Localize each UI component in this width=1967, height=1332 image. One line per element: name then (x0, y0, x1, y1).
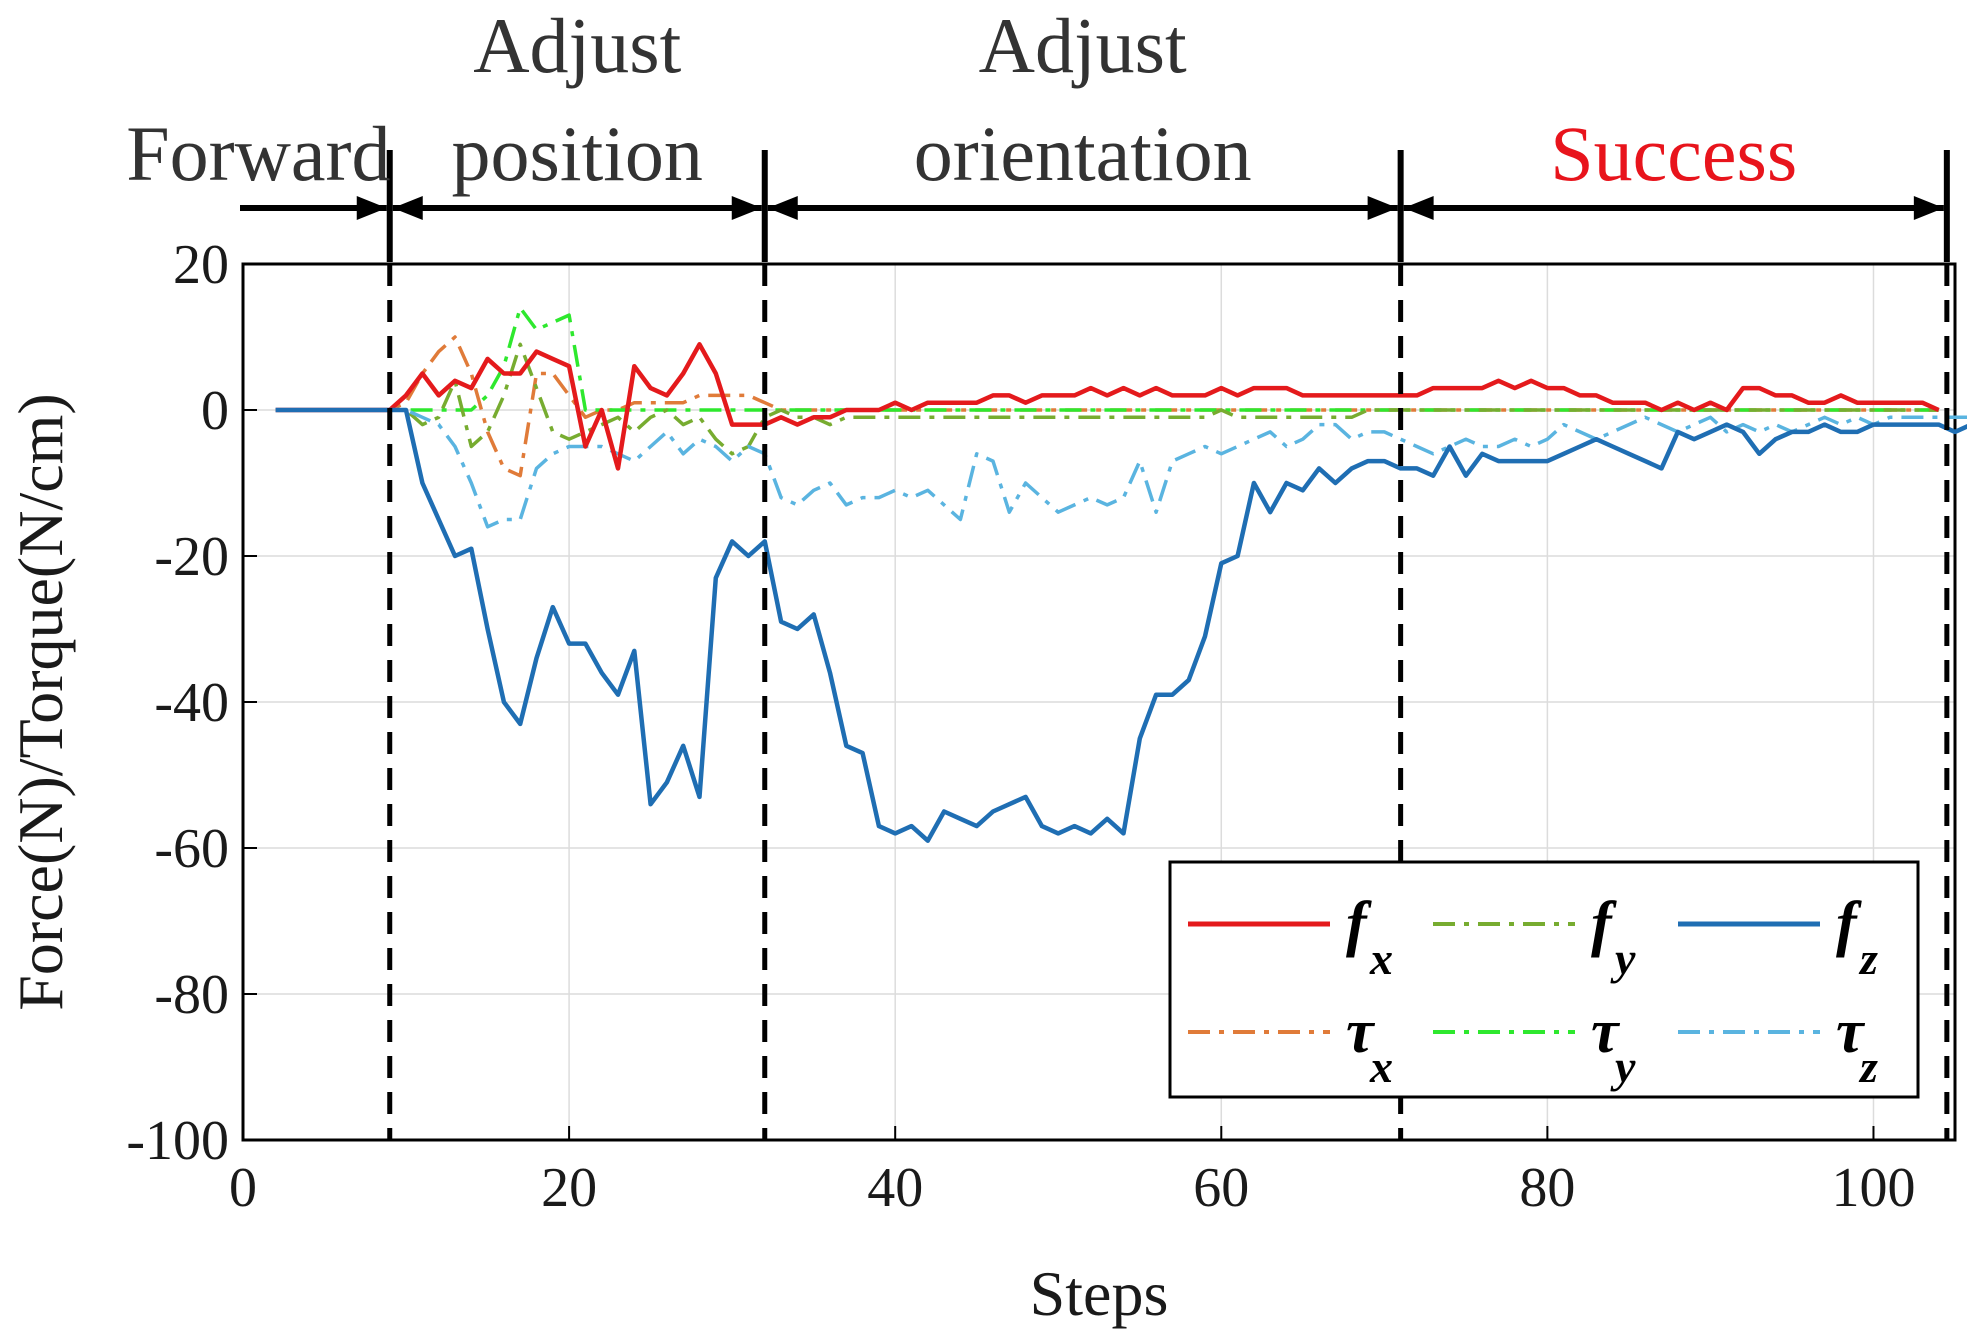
x-tick-label: 20 (541, 1157, 597, 1219)
phase-annotations: Forward Adjust position Adjust orientation Su… (126, 2, 1950, 262)
arrow-head (356, 196, 387, 220)
y-tick-label: -40 (154, 672, 229, 734)
phase-label: Adjust (473, 2, 681, 89)
y-tick-label: -20 (154, 526, 229, 588)
arrow-head (731, 196, 762, 220)
arrow-head (1403, 196, 1434, 220)
legend-subscript: z (1858, 1041, 1878, 1092)
series-line-tauz (275, 408, 1967, 529)
phase-label: orientation (914, 110, 1252, 197)
series-lines (275, 306, 1967, 843)
series-line-fx (275, 342, 1940, 471)
legend-symbol: τ (1591, 998, 1621, 1066)
phase-label: position (452, 110, 703, 197)
arrow-head (767, 196, 798, 220)
x-tick-label: 40 (867, 1157, 923, 1219)
legend-symbol: τ (1836, 998, 1866, 1066)
arrow-head (1913, 196, 1944, 220)
phase-label: Success (1550, 110, 1797, 197)
y-tick-label: -60 (154, 818, 229, 880)
y-tick-label: 20 (173, 234, 229, 296)
series-line-fz (275, 407, 1967, 843)
x-tick-label: 100 (1831, 1157, 1915, 1219)
x-tick-label: 80 (1519, 1157, 1575, 1219)
legend-box (1168, 860, 1920, 1099)
x-tick-label: 0 (229, 1157, 257, 1219)
y-axis-label: Force(N)/Torque(N/cm) (5, 393, 76, 1011)
y-tick-label: -100 (126, 1110, 229, 1172)
phase-label: Forward (126, 110, 390, 197)
x-tick-label: 60 (1193, 1157, 1249, 1219)
axis-ticks: 0 20 40 60 80 100 20 0 -20 -40 -60 -80 -100 (126, 234, 1915, 1219)
arrow-head (1367, 196, 1398, 220)
arrow-head (392, 196, 423, 220)
legend-subscript: z (1858, 933, 1878, 984)
legend-symbol: τ (1346, 998, 1376, 1066)
legend-subscript: y (1610, 1041, 1636, 1092)
legend-subscript: x (1369, 1041, 1393, 1092)
phase-label: Adjust (979, 2, 1187, 89)
legend-subscript: y (1610, 933, 1636, 984)
y-tick-label: 0 (201, 380, 229, 442)
x-axis-label: Steps (1030, 1258, 1169, 1329)
legend-subscript: x (1369, 933, 1393, 984)
y-tick-label: -80 (154, 964, 229, 1026)
